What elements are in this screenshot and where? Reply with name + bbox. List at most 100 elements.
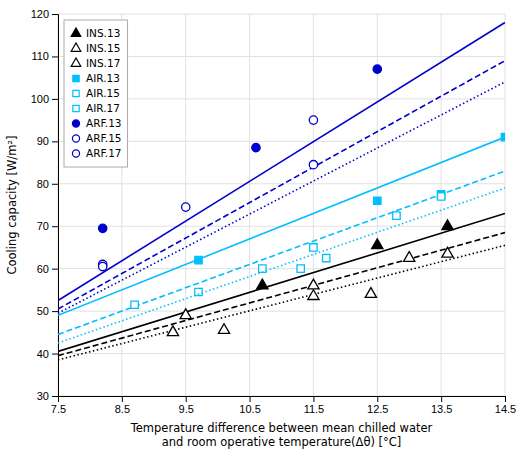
tick: 11.5 (304, 396, 325, 415)
tick-mark (441, 396, 442, 402)
legend-symbol (72, 150, 79, 157)
tick-mark (52, 14, 58, 15)
tick: 7.5 (51, 396, 66, 415)
chart: 7.5 8.5 9.5 10.5 11.5 12.5 13.5 14.5 30 40 50 60 70 8… (0, 0, 523, 462)
data-point (374, 197, 381, 204)
data-point (322, 254, 329, 261)
data-point (308, 279, 319, 289)
tick-mark (52, 396, 58, 397)
legend-frame (64, 20, 128, 167)
tick-label: 100 (31, 93, 49, 105)
grid-line (58, 268, 505, 269)
grid-line (58, 311, 505, 312)
grid-line (441, 14, 442, 396)
grid-line (58, 353, 505, 354)
data-point (297, 265, 304, 272)
legend-symbol (73, 105, 79, 111)
grid-line (313, 14, 314, 396)
tick-mark (313, 396, 314, 402)
tick-label: 11.5 (304, 403, 325, 415)
tick: 100 (31, 93, 58, 105)
data-point (131, 301, 138, 308)
data-point (99, 224, 107, 232)
axis-line (52, 15, 59, 397)
y-axis-title: Cooling capacity [W/m²] (5, 136, 19, 275)
data-point (393, 212, 400, 219)
legend-label: ARF.15 (86, 132, 122, 144)
tick: 120 (31, 8, 58, 20)
tick: 70 (37, 220, 58, 232)
data-point (180, 309, 191, 319)
data-point (218, 324, 229, 334)
tick-label: 40 (37, 348, 49, 360)
legend-label: ARF.13 (86, 117, 122, 129)
grid (58, 14, 505, 396)
tick: 12.5 (367, 396, 388, 415)
tick-mark (505, 396, 506, 402)
data-point (310, 244, 317, 251)
legend-symbol (71, 28, 81, 36)
legend-label: INS.13 (86, 27, 120, 39)
tick: 90 (37, 135, 58, 147)
grid-line (249, 14, 250, 396)
tick-label: 12.5 (367, 403, 388, 415)
y-axis: 30 40 50 60 70 80 90 100 110 120 (31, 8, 59, 402)
tick-label: 120 (31, 8, 49, 20)
data-point (195, 256, 202, 263)
data-point (501, 133, 505, 140)
data-point (99, 262, 107, 270)
tick-label: 10.5 (239, 403, 260, 415)
tick-label: 110 (31, 50, 49, 62)
data-point (259, 265, 266, 272)
x-axis: 7.5 8.5 9.5 10.5 11.5 12.5 13.5 14.5 (51, 396, 516, 415)
legend-symbol (71, 58, 81, 66)
fit-line (58, 171, 505, 334)
data-point (182, 203, 190, 211)
fit-line (58, 188, 505, 343)
tick-label: 70 (37, 220, 49, 232)
legend-label: INS.17 (86, 57, 120, 69)
tick: 10.5 (239, 396, 260, 415)
tick-label: 80 (37, 178, 49, 190)
tick-mark (52, 184, 58, 185)
data-point (442, 220, 453, 230)
legend-symbol (72, 135, 79, 142)
tick-mark (186, 396, 187, 402)
tick: 14.5 (495, 396, 516, 415)
tick: 40 (37, 348, 58, 360)
tick-mark (52, 311, 58, 312)
legend: INS.13INS.15INS.17AIR.13AIR.15AIR.17ARF.… (64, 20, 128, 167)
tick-mark (122, 396, 123, 402)
legend-symbol (73, 75, 79, 81)
legend-symbol (71, 43, 81, 51)
tick: 60 (37, 263, 58, 275)
legend-label: AIR.13 (86, 72, 120, 84)
tick-mark (52, 99, 58, 100)
tick: 9.5 (179, 396, 194, 415)
x-axis-title: Temperature difference between mean chil… (130, 421, 433, 449)
tick-label: 60 (37, 263, 49, 275)
tick-label: 14.5 (495, 403, 516, 415)
legend-label: AIR.15 (86, 87, 120, 99)
tick: 110 (31, 50, 58, 62)
tick-label: 50 (37, 305, 49, 317)
legend-label: ARF.17 (86, 147, 122, 159)
tick-mark (52, 56, 58, 57)
legend-symbol (72, 120, 79, 127)
fit-line (58, 213, 505, 351)
fit-line (58, 245, 505, 360)
data-point (437, 193, 444, 200)
tick-label: 90 (37, 135, 49, 147)
tick: 80 (37, 178, 58, 190)
tick: 8.5 (115, 396, 130, 415)
tick: 30 (37, 390, 58, 402)
legend-label: INS.15 (86, 42, 120, 54)
data-point (309, 116, 317, 124)
legend-symbol (73, 90, 79, 96)
tick-label: 13.5 (431, 403, 452, 415)
tick-label: 30 (37, 390, 49, 402)
tick-mark (52, 141, 58, 142)
fit-line (58, 233, 505, 356)
tick-label: 8.5 (115, 403, 130, 415)
data-point (252, 144, 260, 152)
